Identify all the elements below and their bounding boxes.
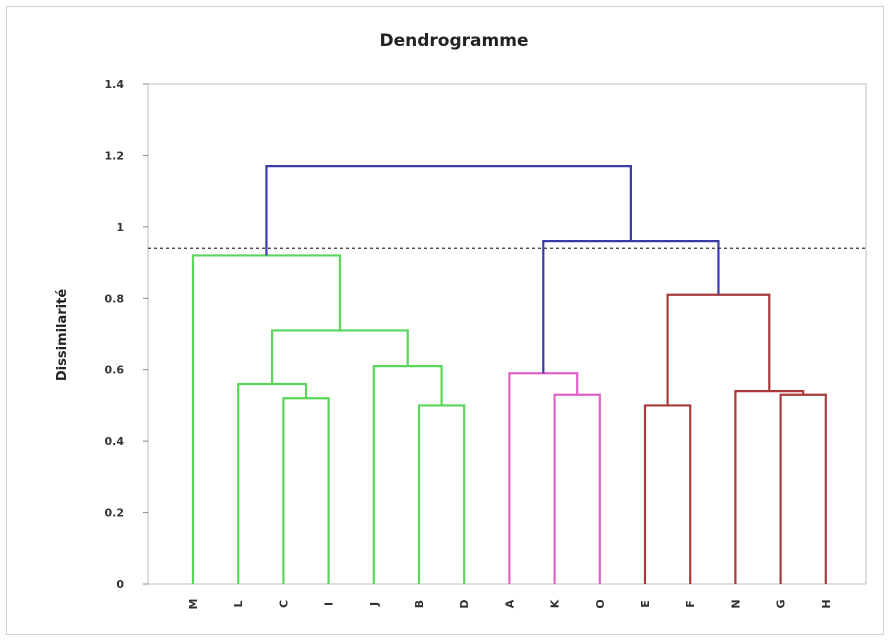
- y-tick-label: 1: [116, 221, 124, 234]
- leaf-label: D: [458, 599, 471, 608]
- leaf-label: O: [594, 599, 607, 608]
- dendrogram-link-b-d: [417, 404, 466, 584]
- y-tick-label: 0.4: [105, 435, 125, 448]
- leaf-label: I: [323, 602, 336, 606]
- leaf-label: A: [503, 599, 516, 608]
- dendrogram-link-m-lcijbd: [191, 254, 341, 584]
- leaf-label: M: [187, 599, 200, 610]
- leaf-label: C: [277, 600, 290, 608]
- dendrogram-link-a-ko: [508, 372, 579, 584]
- leaf-label: K: [549, 599, 562, 608]
- y-tick-label: 0.6: [105, 364, 125, 377]
- chart-title: Dendrogramme: [380, 31, 529, 51]
- dendrogram-link-c-i: [282, 397, 330, 584]
- dendrogram-link-mlcijbd-akoefngh: [265, 165, 632, 256]
- dendrogram-link-j-bd: [372, 365, 443, 584]
- leaf-label: F: [684, 600, 697, 608]
- leaf-label: J: [368, 602, 381, 607]
- leaf-label: E: [639, 600, 652, 608]
- dendrogram-link-ako-efngh: [542, 240, 720, 374]
- dendrogram-link-ef-ngh: [666, 293, 771, 406]
- y-tick-label: 1.4: [105, 78, 125, 91]
- dendrogram-link-k-o: [553, 393, 601, 584]
- leaf-label: L: [232, 600, 245, 607]
- dendrogram-link-l-ci: [237, 382, 308, 584]
- y-axis-label: Dissimilarité: [55, 289, 70, 381]
- leaf-label: G: [775, 599, 788, 608]
- y-tick-label: 1.2: [105, 149, 125, 162]
- y-tick-label: 0: [116, 578, 124, 591]
- plot-area: [147, 83, 867, 585]
- dendrogram-link-e-f: [643, 404, 692, 584]
- leaf-label: H: [820, 599, 833, 608]
- chart-frame: [6, 6, 884, 635]
- y-tick-label: 0.2: [105, 507, 125, 520]
- dendrogram-link-n-gh: [734, 390, 805, 584]
- leaf-label: N: [729, 599, 742, 608]
- dendrogram-link-lci-jbd: [271, 329, 409, 384]
- dendrogram-link-g-h: [779, 393, 827, 584]
- y-tick-label: 0.8: [105, 292, 125, 305]
- leaf-label: B: [413, 600, 426, 608]
